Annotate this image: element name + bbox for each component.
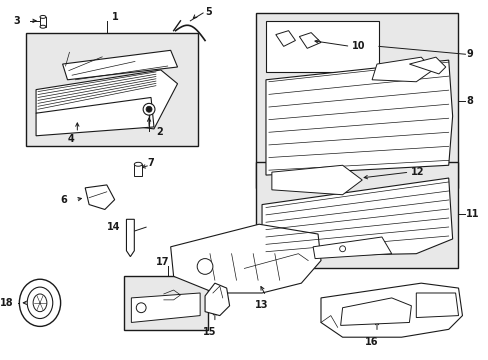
Text: 9: 9 (466, 49, 472, 59)
Polygon shape (340, 298, 410, 325)
Circle shape (339, 246, 345, 252)
Ellipse shape (40, 15, 46, 18)
Bar (265, 21, 378, 72)
Polygon shape (275, 31, 295, 46)
Bar (40, 17, 46, 27)
Text: 8: 8 (466, 96, 472, 107)
Text: 4: 4 (67, 134, 74, 144)
Circle shape (136, 303, 146, 312)
Text: 18: 18 (0, 298, 14, 308)
Polygon shape (204, 283, 229, 316)
Polygon shape (415, 293, 458, 318)
Bar (134, 164, 142, 176)
Polygon shape (170, 224, 320, 293)
Polygon shape (131, 293, 200, 323)
Polygon shape (36, 70, 177, 129)
Polygon shape (320, 283, 462, 337)
Polygon shape (62, 50, 177, 80)
Polygon shape (36, 98, 154, 136)
Text: 5: 5 (204, 7, 211, 17)
Text: 15: 15 (203, 327, 216, 337)
Polygon shape (271, 165, 362, 195)
Text: 2: 2 (156, 127, 163, 137)
Text: 11: 11 (466, 210, 479, 219)
Text: 3: 3 (14, 16, 20, 26)
Text: 12: 12 (410, 167, 424, 177)
Text: 16: 16 (365, 337, 378, 347)
Bar (124, 276, 207, 330)
Bar (26, 33, 198, 145)
Bar (256, 162, 457, 269)
Text: 7: 7 (147, 158, 154, 168)
Polygon shape (408, 57, 445, 74)
Text: 1: 1 (111, 12, 118, 22)
Polygon shape (312, 237, 391, 258)
Text: 14: 14 (106, 222, 120, 232)
Circle shape (197, 258, 212, 274)
Polygon shape (85, 185, 114, 210)
Ellipse shape (40, 25, 46, 28)
Polygon shape (265, 60, 452, 175)
Polygon shape (262, 178, 452, 257)
Ellipse shape (27, 287, 53, 319)
Text: 6: 6 (61, 195, 67, 204)
Circle shape (143, 103, 155, 115)
Text: 10: 10 (352, 41, 365, 51)
Polygon shape (126, 219, 134, 257)
Circle shape (146, 106, 152, 112)
Text: 17: 17 (156, 257, 169, 266)
Ellipse shape (20, 279, 61, 327)
Polygon shape (371, 57, 432, 82)
Ellipse shape (134, 162, 142, 166)
Ellipse shape (33, 294, 47, 312)
Polygon shape (299, 33, 320, 48)
Text: 13: 13 (255, 300, 268, 310)
Bar (256, 13, 457, 188)
